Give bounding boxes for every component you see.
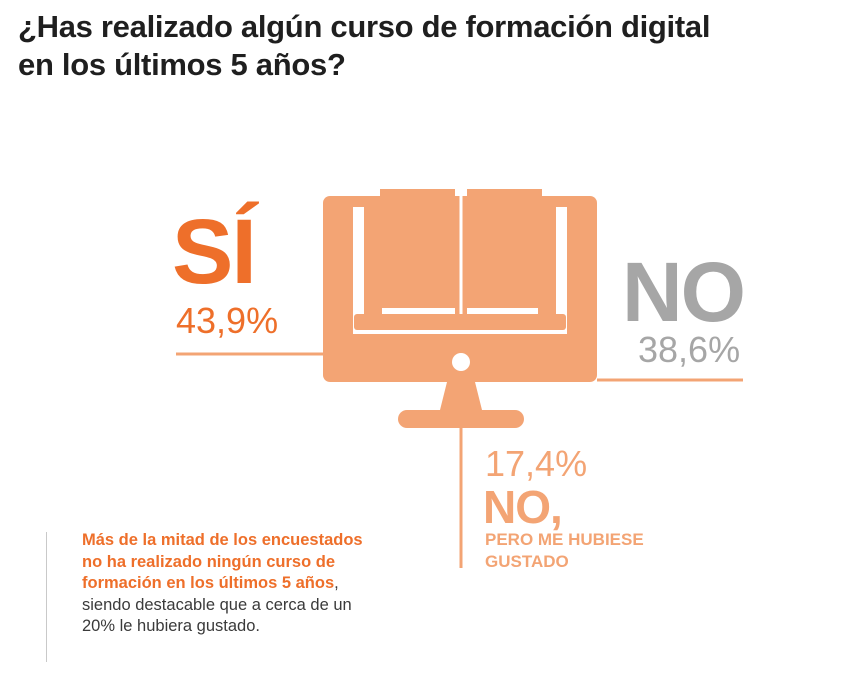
caption-rest: , siendo destacable que a cerca de un 20… bbox=[82, 574, 352, 635]
page-title: ¿Has realizado algún curso de formación … bbox=[18, 9, 711, 82]
caption-text: Más de la mitad de los encuestados no ha… bbox=[82, 530, 372, 638]
caption-divider bbox=[46, 532, 47, 662]
no-gustado-sublabel-line1: PERO ME HUBIESE bbox=[485, 530, 644, 549]
no-gustado-sublabel-line2: GUSTADO bbox=[485, 552, 569, 571]
no-label: NO bbox=[622, 245, 744, 339]
no-value-label: 38,6% bbox=[638, 329, 740, 370]
no-gustado-label: NO, bbox=[483, 481, 562, 533]
caption-highlight: Más de la mitad de los encuestados no ha… bbox=[82, 531, 363, 592]
no-gustado-value-label: 17,4% bbox=[485, 443, 587, 484]
open-book-icon bbox=[354, 189, 566, 330]
si-value-label: 43,9% bbox=[176, 300, 278, 341]
si-label: SÍ bbox=[172, 200, 259, 303]
